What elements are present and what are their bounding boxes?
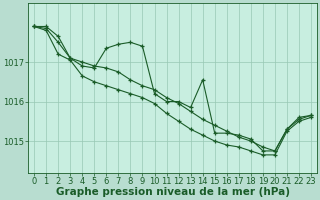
X-axis label: Graphe pression niveau de la mer (hPa): Graphe pression niveau de la mer (hPa) (56, 187, 290, 197)
